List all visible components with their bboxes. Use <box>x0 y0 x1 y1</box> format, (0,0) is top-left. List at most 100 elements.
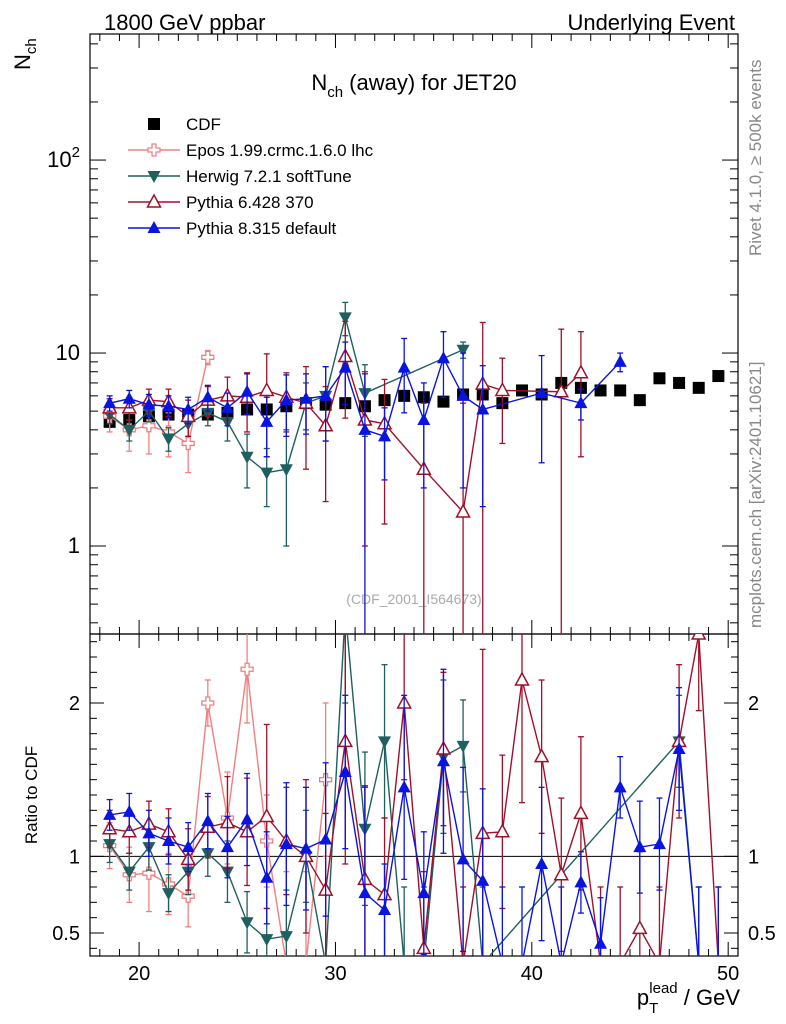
series-epos-1-99-crmc-1-6-0-lhc <box>102 634 333 956</box>
data-point-pythia-8-315-default <box>279 393 293 406</box>
series-pythia-8-315-default <box>103 331 627 634</box>
data-point-pythia-8-315-default <box>535 386 549 399</box>
data-point-herwig-7-2-1-softtune <box>338 312 352 325</box>
data-point-pythia-6-428-370 <box>573 804 589 820</box>
x-tick-label: 50 <box>717 963 739 985</box>
data-point-pythia-8-315-default <box>338 765 352 777</box>
data-point-epos-1-99-crmc-1-6-0-lhc <box>201 350 215 364</box>
data-point-pythia-6-428-370 <box>258 381 275 397</box>
data-point-pythia-8-315-default <box>417 886 431 899</box>
data-point-pythia-6-428-370 <box>573 364 589 379</box>
main-ticks: 1 10 102 <box>47 34 738 634</box>
ratio-y-tick-label-left: 1 <box>69 846 80 868</box>
mcplots-text: mcplots.cern.ch [arXiv:2401.10621] <box>746 362 765 628</box>
data-point-pythia-6-428-370 <box>514 671 530 686</box>
ratio-series-layer <box>101 634 722 956</box>
data-point-cdf <box>712 370 725 383</box>
data-point-pythia-6-428-370 <box>690 634 707 640</box>
data-point-epos-1-99-crmc-1-6-0-lhc <box>181 436 195 451</box>
data-point-pythia-6-428-370 <box>553 383 570 398</box>
legend-entry-cdf: CDF <box>148 115 221 134</box>
data-point-pythia-8-315-default <box>240 384 254 397</box>
legend-entry-epos-1-99-crmc-1-6-0-lhc: Epos 1.99.crmc.1.6.0 lhc <box>128 141 374 160</box>
data-point-pythia-6-428-370 <box>258 807 275 823</box>
data-point-pythia-8-315-default <box>672 742 686 754</box>
data-point-pythia-8-315-default <box>476 873 490 886</box>
rivet-version-text: Rivet 4.1.0, ≥ 500k events <box>746 60 765 256</box>
data-point-pythia-8-315-default <box>613 354 627 367</box>
ratio-y-tick-label-left: 2 <box>69 693 80 715</box>
legend-entry-herwig-7-2-1-softtune: Herwig 7.2.1 softTune <box>128 167 352 186</box>
legend-marker <box>148 118 160 130</box>
data-point-pythia-8-315-default <box>594 936 608 949</box>
analysis-id-annotation: (CDF_2001_I564673) <box>346 591 481 607</box>
data-point-pythia-8-315-default <box>260 870 274 883</box>
ratio-y-tick-label-right: 2 <box>748 693 759 715</box>
data-point-herwig-7-2-1-softtune <box>122 424 136 437</box>
series-line-herwig-7-2-1-softtune <box>109 634 699 956</box>
legend-label: CDF <box>186 115 221 134</box>
data-point-epos-1-99-crmc-1-6-0-lhc <box>142 866 156 880</box>
data-point-pythia-8-315-default <box>574 396 588 409</box>
series-line-epos-1-99-crmc-1-6-0-lhc <box>109 669 327 956</box>
data-point-pythia-6-428-370 <box>632 919 648 935</box>
data-point-pythia-8-315-default <box>633 840 647 853</box>
x-axis-label: pTlead / GeV <box>637 980 740 1017</box>
data-point-pythia-8-315-default <box>260 414 274 427</box>
data-point-pythia-8-315-default <box>358 886 372 899</box>
data-point-cdf <box>614 384 627 397</box>
data-point-herwig-7-2-1-softtune <box>279 464 293 477</box>
x-tick-label: 20 <box>128 963 150 985</box>
data-point-pythia-8-315-default <box>220 840 234 853</box>
ratio-y-tick-label-right: 1 <box>748 846 759 868</box>
legend-label: Herwig 7.2.1 softTune <box>186 167 352 186</box>
data-point-pythia-8-315-default <box>476 402 490 415</box>
main-y-tick-label: 1 <box>68 533 80 558</box>
ratio-y-tick-label-left: 0.5 <box>52 923 80 945</box>
data-point-herwig-7-2-1-softtune <box>378 736 392 749</box>
data-point-cdf <box>437 395 450 408</box>
data-point-cdf <box>673 376 686 389</box>
data-point-herwig-7-2-1-softtune <box>240 451 254 464</box>
data-point-pythia-8-315-default <box>201 814 215 827</box>
legend-label: Epos 1.99.crmc.1.6.0 lhc <box>186 141 374 160</box>
legend-marker <box>147 171 161 183</box>
legend-marker <box>147 143 161 157</box>
data-point-pythia-8-315-default <box>240 812 254 825</box>
ratio-panel-frame <box>89 633 739 957</box>
data-point-pythia-8-315-default <box>162 399 176 412</box>
x-tick-label: 30 <box>324 963 346 985</box>
data-point-pythia-8-315-default <box>181 840 195 853</box>
header-right: Underlying Event <box>567 10 735 35</box>
main-y-tick-label: 102 <box>47 144 80 172</box>
data-point-pythia-8-315-default <box>613 780 627 793</box>
main-y-axis-label: Nch <box>10 38 40 70</box>
data-point-pythia-8-315-default <box>142 826 156 839</box>
data-point-herwig-7-2-1-softtune <box>279 931 293 944</box>
data-point-pythia-6-428-370 <box>553 866 570 881</box>
legend-marker <box>147 221 161 233</box>
data-point-herwig-7-2-1-softtune <box>260 467 274 480</box>
data-point-cdf <box>633 394 646 407</box>
data-point-pythia-8-315-default <box>535 857 549 869</box>
series-pythia-8-315-default <box>103 668 722 956</box>
data-point-pythia-8-315-default <box>122 391 136 404</box>
data-point-pythia-8-315-default <box>103 807 117 820</box>
data-point-pythia-8-315-default <box>436 351 450 364</box>
main-y-tick-label: 10 <box>56 340 80 365</box>
data-point-pythia-8-315-default <box>220 400 234 413</box>
data-point-herwig-7-2-1-softtune <box>162 888 176 901</box>
data-point-herwig-7-2-1-softtune <box>456 344 470 357</box>
data-point-pythia-6-428-370 <box>494 823 511 838</box>
data-point-epos-1-99-crmc-1-6-0-lhc <box>201 696 215 710</box>
data-point-pythia-8-315-default <box>378 429 392 442</box>
legend-entry-pythia-6-428-370: Pythia 6.428 370 <box>128 193 314 212</box>
data-point-epos-1-99-crmc-1-6-0-lhc <box>240 662 254 676</box>
data-point-cdf <box>594 384 607 397</box>
legend-entry-pythia-8-315-default: Pythia 8.315 default <box>128 219 337 238</box>
data-point-pythia-8-315-default <box>338 360 352 373</box>
data-point-pythia-8-315-default <box>397 360 411 373</box>
ratio-y-tick-label-right: 0.5 <box>748 923 776 945</box>
series-pythia-6-428-370 <box>101 634 722 956</box>
